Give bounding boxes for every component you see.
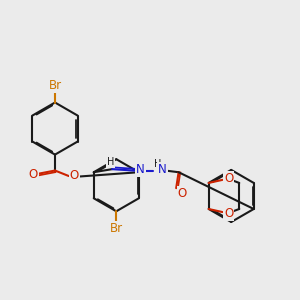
- Text: Br: Br: [110, 222, 123, 235]
- Text: O: O: [178, 187, 187, 200]
- Text: O: O: [224, 172, 233, 185]
- Text: H: H: [154, 159, 161, 169]
- Text: O: O: [28, 168, 38, 181]
- Text: Br: Br: [48, 79, 62, 92]
- Text: H: H: [107, 158, 114, 167]
- Text: O: O: [70, 169, 79, 182]
- Text: N: N: [136, 163, 145, 176]
- Text: O: O: [224, 207, 233, 220]
- Text: N: N: [158, 163, 167, 176]
